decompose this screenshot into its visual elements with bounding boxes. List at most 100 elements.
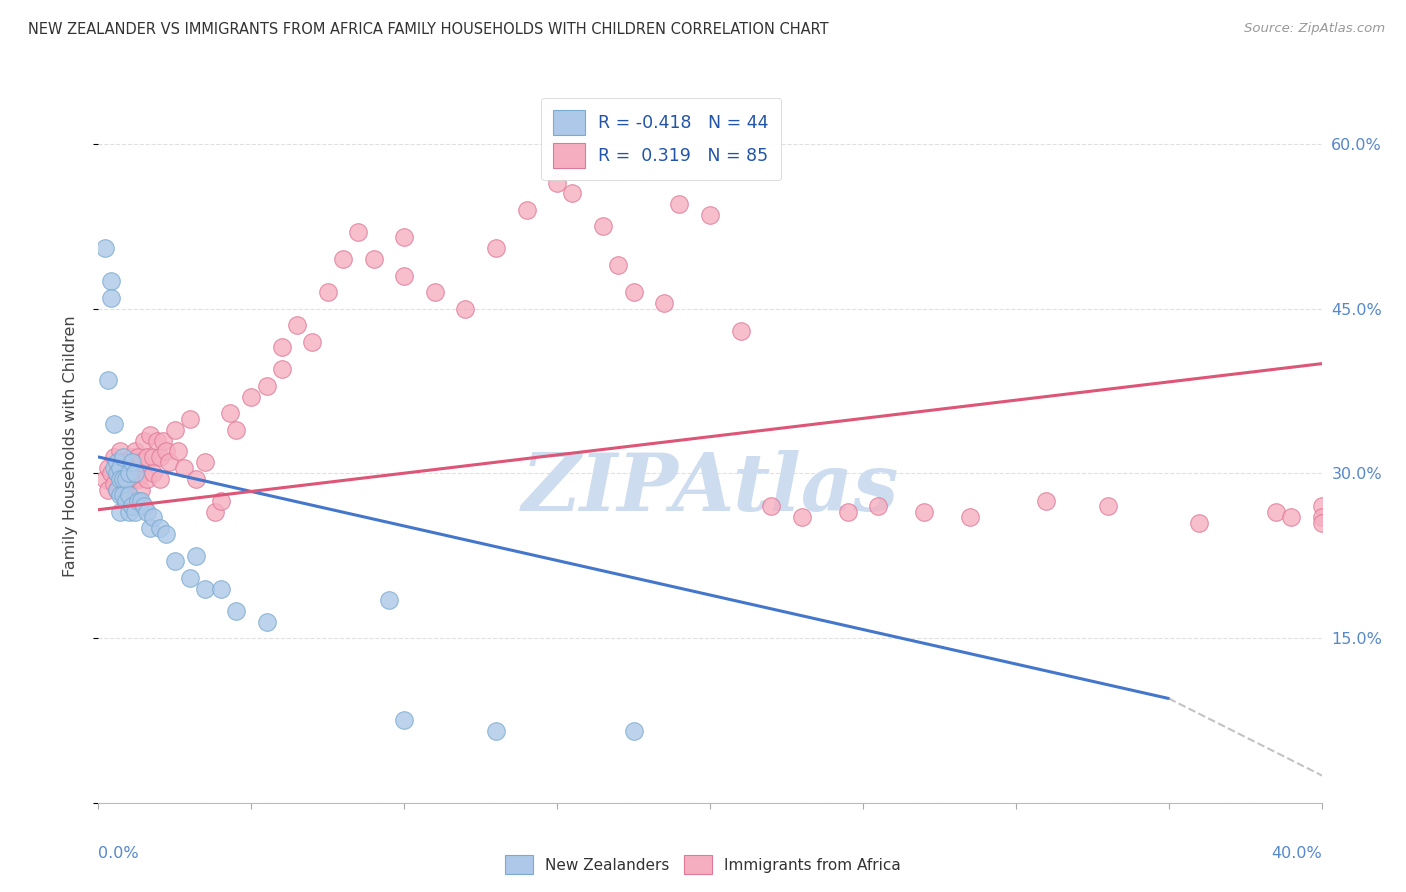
Point <box>392 230 416 244</box>
Point <box>124 467 146 481</box>
Point <box>270 340 292 354</box>
Point <box>592 219 614 234</box>
Text: ZIPAtlas: ZIPAtlas <box>522 450 898 527</box>
Text: 0.0%: 0.0% <box>98 846 139 861</box>
Point <box>100 274 122 288</box>
Point <box>118 505 141 519</box>
Point <box>108 467 131 481</box>
Point <box>209 494 232 508</box>
Point <box>136 472 159 486</box>
Point <box>378 592 401 607</box>
Point <box>93 241 115 255</box>
Point <box>219 406 242 420</box>
Point <box>108 505 131 519</box>
Point <box>118 467 141 481</box>
Point <box>240 390 263 404</box>
Point <box>1264 505 1286 519</box>
Point <box>145 434 167 448</box>
Point <box>124 505 146 519</box>
Point <box>194 582 217 596</box>
Point <box>118 477 141 491</box>
Point <box>129 483 152 497</box>
Point <box>179 571 201 585</box>
Point <box>347 225 370 239</box>
Point <box>270 362 292 376</box>
Y-axis label: Family Households with Children: Family Households with Children <box>63 315 77 577</box>
Point <box>111 488 134 502</box>
Point <box>155 526 177 541</box>
Legend: R = -0.418   N = 44, R =  0.319   N = 85: R = -0.418 N = 44, R = 0.319 N = 85 <box>541 98 782 180</box>
Point <box>124 444 146 458</box>
Point <box>790 510 813 524</box>
Point <box>1097 500 1119 514</box>
Point <box>155 444 177 458</box>
Point <box>105 455 128 469</box>
Point <box>179 411 201 425</box>
Point <box>1310 500 1333 514</box>
Point <box>127 472 149 486</box>
Point <box>516 202 538 217</box>
Point <box>108 444 131 458</box>
Point <box>699 209 721 223</box>
Point <box>108 472 131 486</box>
Point <box>103 417 125 431</box>
Point <box>111 472 134 486</box>
Point <box>959 510 981 524</box>
Point <box>186 472 208 486</box>
Point <box>1188 516 1211 530</box>
Point <box>100 291 122 305</box>
Point <box>332 252 354 267</box>
Point <box>912 505 935 519</box>
Point <box>730 324 752 338</box>
Point <box>209 582 232 596</box>
Point <box>121 500 143 514</box>
Point <box>837 505 859 519</box>
Point <box>546 176 568 190</box>
Point <box>163 554 186 568</box>
Point <box>97 461 120 475</box>
Point <box>103 461 125 475</box>
Point <box>194 455 217 469</box>
Point <box>167 444 190 458</box>
Point <box>105 467 128 481</box>
Point <box>204 505 226 519</box>
Point <box>316 285 339 300</box>
Point <box>97 483 120 497</box>
Point <box>115 461 138 475</box>
Point <box>129 455 152 469</box>
Point <box>108 461 131 475</box>
Point <box>136 450 159 464</box>
Point <box>139 428 162 442</box>
Point <box>173 461 195 475</box>
Point <box>623 724 645 739</box>
Point <box>1035 494 1057 508</box>
Point <box>136 505 159 519</box>
Point <box>105 483 128 497</box>
Point <box>668 197 690 211</box>
Point <box>149 472 172 486</box>
Point <box>127 494 149 508</box>
Point <box>118 461 141 475</box>
Point <box>105 483 128 497</box>
Point <box>103 477 125 491</box>
Point <box>121 450 143 464</box>
Legend: New Zealanders, Immigrants from Africa: New Zealanders, Immigrants from Africa <box>499 849 907 880</box>
Point <box>111 455 134 469</box>
Point <box>149 450 172 464</box>
Text: 40.0%: 40.0% <box>1271 846 1322 861</box>
Point <box>111 472 134 486</box>
Point <box>157 455 180 469</box>
Point <box>225 604 247 618</box>
Point <box>301 334 323 349</box>
Point <box>105 467 128 481</box>
Point <box>759 500 782 514</box>
Point <box>225 423 247 437</box>
Point <box>1310 516 1333 530</box>
Point <box>454 301 477 316</box>
Point <box>134 500 156 514</box>
Point <box>134 434 156 448</box>
Point <box>149 521 172 535</box>
Point <box>142 467 165 481</box>
Point <box>607 258 630 272</box>
Point <box>561 186 583 201</box>
